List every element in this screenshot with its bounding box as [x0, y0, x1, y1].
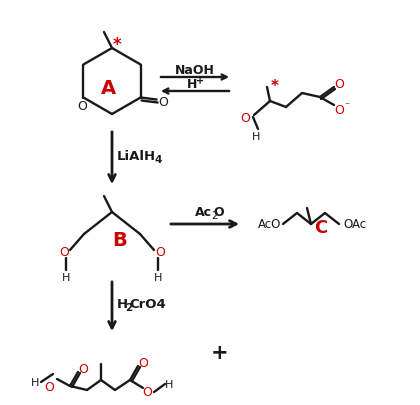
Text: *: * [113, 36, 121, 54]
Text: CrO4: CrO4 [129, 297, 166, 310]
Text: 2: 2 [212, 211, 218, 220]
Text: O: O [155, 246, 165, 259]
Text: ⁻: ⁻ [344, 101, 349, 111]
Text: O: O [59, 246, 69, 259]
Text: O: O [138, 357, 148, 370]
Text: OAc: OAc [343, 218, 366, 231]
Text: O: O [142, 386, 152, 399]
Text: A: A [100, 78, 116, 97]
Text: H: H [154, 272, 162, 282]
Text: H: H [165, 379, 173, 389]
Text: +: + [211, 342, 229, 362]
Text: H: H [187, 77, 197, 90]
Text: O: O [44, 381, 54, 394]
Text: H: H [31, 377, 39, 387]
Text: LiAlH: LiAlH [117, 149, 156, 162]
Text: O: O [77, 100, 87, 113]
Text: H: H [252, 132, 260, 142]
Text: C: C [315, 218, 328, 237]
Text: AcO: AcO [258, 218, 281, 231]
Text: O: O [159, 96, 168, 109]
Text: Ac: Ac [194, 206, 212, 219]
Text: +: + [196, 76, 204, 86]
Text: O: O [334, 78, 344, 91]
Text: 2: 2 [125, 302, 132, 312]
Text: O: O [78, 362, 88, 375]
Text: O: O [334, 103, 344, 116]
Text: B: B [113, 231, 127, 250]
Text: 4: 4 [154, 155, 161, 164]
Text: *: * [271, 78, 279, 93]
Text: O: O [240, 111, 250, 124]
Text: H: H [62, 272, 70, 282]
Text: NaOH: NaOH [175, 63, 215, 76]
Text: O: O [214, 206, 224, 219]
Text: H: H [117, 297, 128, 310]
